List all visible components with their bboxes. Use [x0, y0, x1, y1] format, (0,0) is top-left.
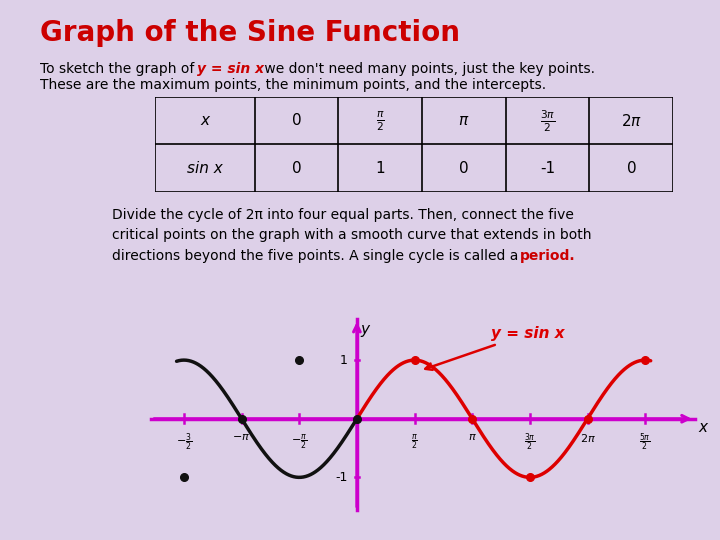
Text: 1: 1: [375, 160, 385, 176]
Text: x: x: [200, 113, 210, 129]
Text: Divide the cycle of 2π into four equal parts. Then, connect the five: Divide the cycle of 2π into four equal p…: [112, 208, 573, 222]
Text: we don't need many points, just the key points.: we don't need many points, just the key …: [260, 62, 595, 76]
Text: $\frac{3\pi}{2}$: $\frac{3\pi}{2}$: [524, 431, 536, 453]
Text: -1: -1: [540, 160, 555, 176]
Text: 0: 0: [459, 160, 469, 176]
Text: $2\pi$: $2\pi$: [580, 431, 595, 444]
Text: y = sin x: y = sin x: [426, 326, 564, 370]
Text: $\frac{\pi}{2}$: $\frac{\pi}{2}$: [411, 431, 418, 450]
Text: Graph of the Sine Function: Graph of the Sine Function: [40, 19, 459, 47]
Text: $\frac{3\pi}{2}$: $\frac{3\pi}{2}$: [540, 108, 555, 133]
Text: -1: -1: [336, 471, 348, 484]
Text: $-\frac{3}{2}$: $-\frac{3}{2}$: [176, 431, 192, 453]
Text: $-\frac{\pi}{2}$: $-\frac{\pi}{2}$: [291, 431, 307, 450]
Text: $-\pi$: $-\pi$: [233, 431, 251, 442]
Text: y: y: [361, 322, 369, 337]
Text: x: x: [698, 420, 707, 435]
Text: $\frac{5\pi}{2}$: $\frac{5\pi}{2}$: [639, 431, 651, 453]
Text: These are the maximum points, the minimum points, and the intercepts.: These are the maximum points, the minimu…: [40, 78, 546, 92]
Text: 0: 0: [626, 160, 636, 176]
Text: 0: 0: [292, 160, 301, 176]
Text: directions beyond the five points. A single cycle is called a: directions beyond the five points. A sin…: [112, 249, 522, 263]
Text: critical points on the graph with a smooth curve that extends in both: critical points on the graph with a smoo…: [112, 228, 591, 242]
Text: $\frac{\pi}{2}$: $\frac{\pi}{2}$: [376, 109, 384, 132]
Text: $\pi$: $\pi$: [458, 113, 469, 129]
Text: period.: period.: [520, 249, 575, 263]
Text: sin x: sin x: [186, 160, 222, 176]
Text: 0: 0: [292, 113, 301, 129]
Text: y = sin x: y = sin x: [197, 62, 264, 76]
Text: $\pi$: $\pi$: [468, 431, 477, 442]
Text: To sketch the graph of: To sketch the graph of: [40, 62, 198, 76]
Text: 1: 1: [340, 354, 348, 367]
Text: $2\pi$: $2\pi$: [621, 113, 642, 129]
